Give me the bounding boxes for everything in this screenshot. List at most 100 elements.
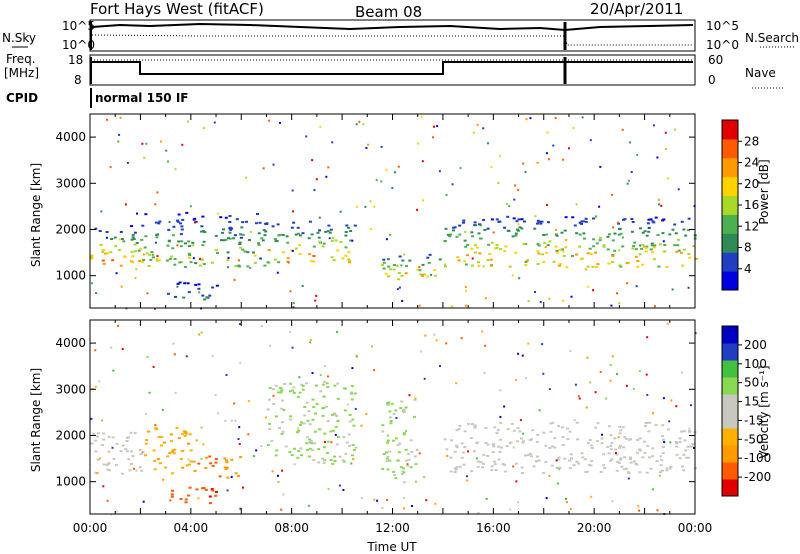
scatter-cell bbox=[658, 243, 662, 246]
scatter-cell bbox=[590, 495, 593, 498]
scatter-cell bbox=[111, 259, 115, 262]
scatter-cell bbox=[618, 264, 622, 267]
scatter-cell bbox=[462, 219, 466, 222]
scatter-cell bbox=[263, 234, 267, 237]
scatter-cell bbox=[350, 462, 353, 465]
scatter-cell bbox=[234, 419, 237, 422]
y-tick-label: 3000 bbox=[55, 176, 86, 190]
scatter-cell bbox=[632, 460, 636, 463]
scatter-cell bbox=[262, 167, 265, 170]
scatter-cell bbox=[594, 426, 598, 429]
scatter-cell bbox=[311, 398, 315, 401]
scatter-cell bbox=[473, 221, 477, 224]
scatter-cell bbox=[515, 228, 519, 231]
scatter-cell bbox=[547, 158, 550, 161]
scatter-cell bbox=[319, 374, 322, 377]
scatter-cell bbox=[96, 458, 100, 461]
scatter-cell bbox=[661, 232, 665, 235]
scatter-cell bbox=[544, 233, 548, 236]
scatter-cell bbox=[149, 258, 153, 261]
scatter-cell bbox=[387, 401, 391, 404]
scatter-cell bbox=[237, 475, 240, 477]
scatter-cell bbox=[522, 440, 525, 443]
scatter-cell bbox=[418, 304, 421, 307]
scatter-cell bbox=[561, 436, 565, 439]
scatter-cell bbox=[675, 445, 679, 448]
scatter-cell bbox=[288, 390, 292, 393]
scatter-cell bbox=[545, 497, 548, 500]
scatter-cell bbox=[342, 460, 346, 463]
scatter-cell bbox=[499, 438, 503, 441]
scatter-cell bbox=[298, 253, 302, 256]
scatter-cell bbox=[274, 454, 278, 457]
scatter-cell bbox=[484, 344, 487, 347]
scatter-cell bbox=[381, 424, 385, 427]
scatter-cell bbox=[542, 372, 545, 375]
scatter-cell bbox=[278, 233, 282, 236]
scatter-cell bbox=[686, 445, 690, 448]
scatter-cell bbox=[90, 257, 94, 260]
scatter-cell bbox=[499, 389, 502, 392]
scatter-cell bbox=[598, 205, 601, 208]
scatter-cell bbox=[305, 442, 309, 445]
scatter-cell bbox=[572, 127, 575, 129]
scatter-cell bbox=[536, 219, 540, 222]
scatter-cell bbox=[675, 441, 678, 444]
scatter-cell bbox=[678, 457, 682, 460]
scatter-cell bbox=[413, 398, 417, 401]
scatter-cell bbox=[326, 230, 330, 233]
scatter-cell bbox=[463, 239, 467, 242]
scatter-cell bbox=[455, 235, 459, 238]
scatter-cell bbox=[312, 458, 316, 461]
scatter-cell bbox=[391, 439, 395, 442]
scatter-cell bbox=[619, 444, 622, 447]
scatter-cell bbox=[680, 430, 684, 433]
scatter-cell bbox=[486, 443, 490, 446]
colorbar-swatch bbox=[722, 394, 738, 412]
scatter-cell bbox=[599, 236, 602, 239]
scatter-cell bbox=[180, 225, 184, 228]
scatter-cell bbox=[301, 384, 305, 387]
scatter-cell bbox=[220, 239, 223, 242]
scatter-cell bbox=[638, 471, 642, 474]
scatter-cell bbox=[634, 255, 638, 258]
scatter-cell bbox=[666, 322, 669, 325]
scatter-cell bbox=[537, 244, 541, 247]
scatter-cell bbox=[311, 418, 315, 421]
scatter-cell bbox=[675, 442, 679, 445]
scatter-cell bbox=[541, 253, 545, 256]
scatter-cell bbox=[291, 249, 294, 252]
scatter-cell bbox=[237, 259, 240, 262]
scatter-cell bbox=[171, 449, 175, 451]
scatter-cell bbox=[289, 382, 293, 385]
scatter-cell bbox=[477, 232, 481, 235]
scatter-cell bbox=[595, 266, 599, 268]
scatter-cell bbox=[181, 143, 184, 146]
scatter-cell bbox=[555, 459, 558, 462]
scatter-cell bbox=[121, 347, 124, 350]
scatter-cell bbox=[578, 245, 581, 248]
scatter-cell bbox=[687, 217, 691, 220]
scatter-cell bbox=[281, 234, 285, 236]
scatter-cell bbox=[611, 500, 614, 503]
scatter-cell bbox=[172, 342, 175, 345]
scatter-cell bbox=[99, 457, 102, 460]
colorbar-tick-label: 12 bbox=[744, 219, 759, 233]
scatter-cell bbox=[588, 247, 592, 250]
scatter-cell bbox=[539, 301, 542, 304]
scatter-cell bbox=[176, 220, 180, 223]
scatter-cell bbox=[617, 233, 621, 236]
scatter-cell bbox=[454, 468, 458, 471]
scatter-cell bbox=[678, 437, 682, 440]
scatter-cell bbox=[402, 467, 405, 470]
scatter-cell bbox=[345, 224, 349, 227]
scatter-cell bbox=[239, 361, 242, 364]
scatter-cell bbox=[692, 245, 696, 247]
scatter-cell bbox=[449, 456, 453, 459]
nsearch-trace bbox=[91, 34, 693, 46]
scatter-cell bbox=[498, 450, 502, 453]
scatter-cell bbox=[309, 339, 312, 341]
scatter-cell bbox=[211, 464, 215, 467]
scatter-cell bbox=[132, 238, 136, 240]
